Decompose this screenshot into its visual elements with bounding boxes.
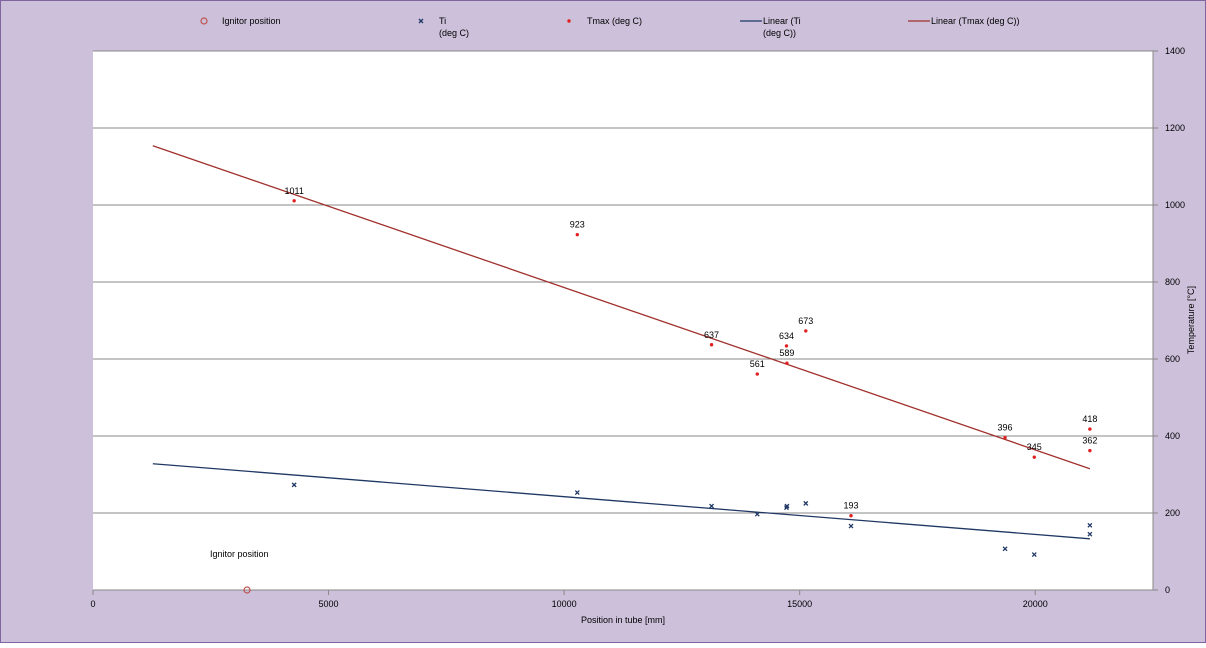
trendline-4 (152, 145, 1091, 470)
x-axis-title: Position in tube [mm] (581, 615, 665, 625)
annotation-ignitor-position: Ignitor position (210, 549, 269, 559)
tmax-point (785, 361, 789, 365)
tmax-point (804, 329, 808, 333)
legend-label: Linear (Ti (763, 16, 801, 26)
data-label: 561 (750, 359, 765, 369)
data-label: 589 (779, 348, 794, 358)
x-tick-label: 20000 (1023, 599, 1048, 609)
y-tick-label: 1400 (1165, 46, 1185, 56)
ti-point (848, 523, 854, 529)
gridlines (93, 50, 1153, 514)
data-label: 345 (1027, 442, 1042, 452)
x-tick-label: 15000 (787, 599, 812, 609)
trendlines (152, 145, 1091, 540)
trendline-3 (152, 463, 1090, 540)
ti-point (574, 490, 580, 496)
y-tick-label: 1000 (1165, 200, 1185, 210)
ti-point (803, 500, 809, 506)
legend-label: Ignitor position (222, 16, 281, 26)
plot-area (93, 51, 1153, 590)
legend-label: Ti (439, 16, 446, 26)
legend-label: (deg C) (439, 28, 469, 38)
legend-label: Tmax (deg C) (587, 16, 642, 26)
ti-point (291, 482, 297, 488)
tmax-point (755, 372, 759, 376)
data-label: 396 (998, 423, 1013, 433)
data-label: 673 (798, 316, 813, 326)
tmax-point (849, 513, 853, 518)
y-tick-label: 1200 (1165, 123, 1185, 133)
tmax-point (575, 232, 580, 237)
legend-label: Linear (Tmax (deg C)) (931, 16, 1020, 26)
ti-point (1087, 531, 1093, 537)
data-label: 362 (1082, 436, 1097, 446)
ti-point (709, 503, 715, 509)
data-label: 923 (570, 220, 585, 230)
y-tick-label: 600 (1165, 354, 1180, 364)
ti-point (1002, 546, 1008, 552)
ti-point (784, 503, 790, 509)
legend-swatch (567, 19, 571, 23)
ti-point (1031, 552, 1037, 558)
tmax-point (1003, 435, 1007, 440)
x-tick-label: 10000 (552, 599, 577, 609)
y-tick-label: 200 (1165, 508, 1180, 518)
tmax-point (784, 344, 789, 348)
data-labels: 1011 923 637 561 634 589 673 193 396 345 418 362 (284, 186, 1097, 511)
legend-label: (deg C)) (763, 28, 796, 38)
ti-point (754, 511, 760, 517)
data-label: 1011 (284, 186, 303, 196)
data-marks (243, 199, 1093, 594)
tmax-point (292, 199, 296, 203)
tmax-point (709, 343, 714, 347)
x-tick-label: 0 (90, 599, 95, 609)
tmax-point (1088, 448, 1092, 453)
x-tick-label: 5000 (319, 599, 339, 609)
data-label: 418 (1082, 414, 1097, 424)
tmax-point (1088, 427, 1092, 431)
ignitor-point (243, 586, 251, 594)
y-tick-label: 0 (1165, 585, 1170, 595)
tmax-point (1032, 455, 1036, 459)
legend-swatch (418, 18, 424, 24)
data-label: 634 (779, 331, 794, 341)
data-label: 637 (704, 330, 719, 340)
data-label: 193 (844, 501, 859, 511)
y-tick-label: 800 (1165, 277, 1180, 287)
ti-point (1087, 522, 1093, 528)
axes: 0 200 400 600 800 1000 1200 1400 0 5000 10000 15000… (90, 46, 1185, 609)
legend-swatch (200, 17, 208, 25)
y-tick-label: 400 (1165, 431, 1180, 441)
y-axis-title: Temperature [°C] (1186, 286, 1196, 354)
legend: Ignitor position Ti (deg C) Tmax (deg C) Lin… (200, 16, 1020, 38)
